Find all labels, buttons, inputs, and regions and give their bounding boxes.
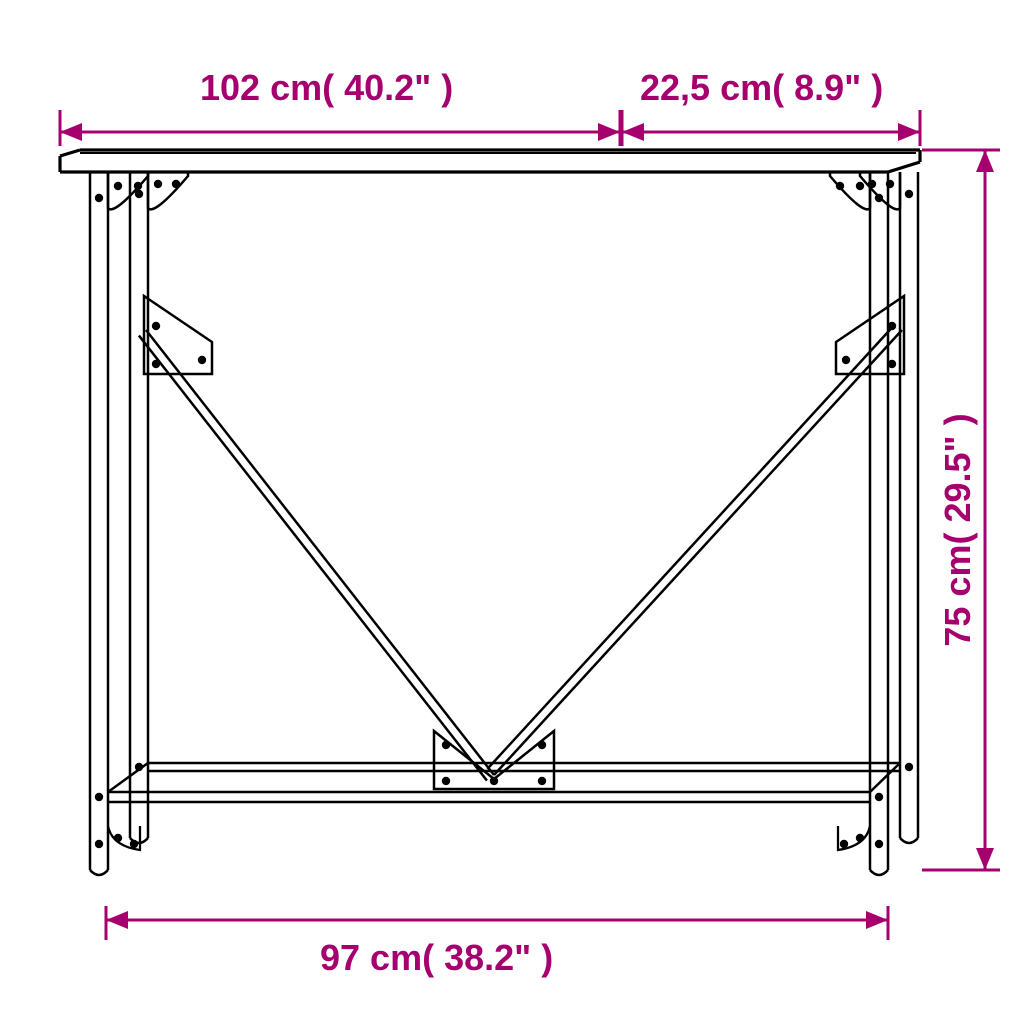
bolt-dot bbox=[134, 182, 142, 190]
bolt-dot bbox=[442, 741, 450, 749]
bolt-dot bbox=[95, 793, 103, 801]
bolt-dot bbox=[856, 182, 864, 190]
table-edge bbox=[860, 172, 900, 209]
bolt-dot bbox=[135, 190, 143, 198]
bolt-dot bbox=[868, 180, 876, 188]
bolt-dot bbox=[95, 840, 103, 848]
bolt-dot bbox=[130, 840, 138, 848]
table-edge bbox=[60, 150, 80, 156]
bolt-dot bbox=[135, 763, 143, 771]
bolt-dot bbox=[836, 182, 844, 190]
bolt-dot bbox=[490, 777, 498, 785]
table-edge bbox=[108, 172, 148, 209]
bolt-dot bbox=[538, 741, 546, 749]
table-edge bbox=[494, 330, 902, 775]
dimension-arrow bbox=[866, 911, 888, 929]
bolt-dot bbox=[152, 360, 160, 368]
bolt-dot bbox=[840, 840, 848, 848]
table-edge bbox=[870, 763, 900, 792]
dimension-arrow bbox=[106, 911, 128, 929]
bolt-dot bbox=[886, 180, 894, 188]
dimension-label: 102 cm( 40.2" ) bbox=[200, 67, 453, 108]
console-table-drawing bbox=[60, 150, 920, 875]
bolt-dot bbox=[842, 356, 850, 364]
dimension-arrow bbox=[598, 123, 620, 141]
table-edge bbox=[487, 324, 895, 769]
dimension-arrow bbox=[898, 123, 920, 141]
bolt-dot bbox=[172, 180, 180, 188]
table-edge bbox=[900, 838, 918, 843]
bolt-dot bbox=[114, 834, 122, 842]
table-edge bbox=[888, 162, 920, 172]
bolt-dot bbox=[114, 182, 122, 190]
bolt-dot bbox=[442, 777, 450, 785]
table-edge bbox=[830, 172, 870, 209]
dimension-label: 97 cm( 38.2" ) bbox=[320, 937, 553, 978]
table-edge bbox=[139, 336, 487, 781]
bolt-dot bbox=[95, 194, 103, 202]
bolt-dot bbox=[538, 777, 546, 785]
bolt-dot bbox=[152, 322, 160, 330]
bolt-dot bbox=[875, 793, 883, 801]
dimension-label: 75 cm( 29.5" ) bbox=[937, 413, 978, 646]
dimension-label: 22,5 cm( 8.9" ) bbox=[640, 67, 883, 108]
table-edge bbox=[148, 172, 188, 209]
bolt-dot bbox=[875, 194, 883, 202]
bolt-dot bbox=[198, 356, 206, 364]
dimension-arrow bbox=[976, 150, 994, 172]
bolt-dot bbox=[154, 180, 162, 188]
dimension-arrow bbox=[60, 123, 82, 141]
dimension-arrow bbox=[976, 848, 994, 870]
bolt-dot bbox=[875, 840, 883, 848]
dimension-arrow bbox=[622, 123, 644, 141]
bolt-dot bbox=[888, 360, 896, 368]
table-edge bbox=[90, 870, 108, 875]
bolt-dot bbox=[888, 322, 896, 330]
bolt-dot bbox=[905, 763, 913, 771]
table-edge bbox=[146, 330, 494, 775]
bolt-dot bbox=[856, 834, 864, 842]
table-edge bbox=[870, 870, 888, 875]
bolt-dot bbox=[905, 190, 913, 198]
